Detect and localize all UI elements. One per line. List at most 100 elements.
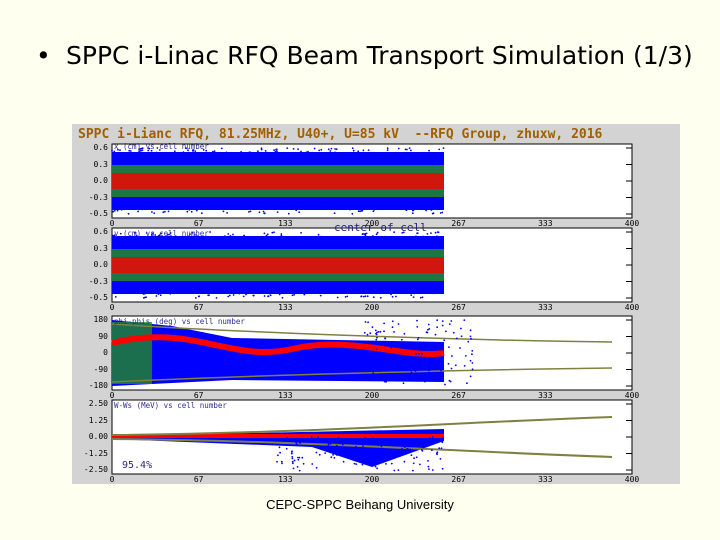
particle-dot [399,207,402,209]
particle-dot [113,150,116,153]
particle-dot [297,236,300,238]
particle-dot [273,149,275,151]
particle-dot [372,291,375,294]
particle-dot [158,234,161,236]
particle-dot [295,209,298,212]
transmission-percent: 95.4% [122,460,153,471]
particle-dot [452,331,455,334]
particle-dot [141,147,144,150]
particle-dot [375,348,378,351]
particle-dot [314,439,317,442]
particle-dot [381,439,384,442]
particle-dot [141,208,143,211]
particle-dot [299,236,301,238]
particle-dot [383,322,385,325]
particle-dot [336,296,339,299]
panel-3 [111,315,633,391]
particle-dot [275,148,278,151]
particle-dot [317,233,320,236]
particle-dot [227,295,230,298]
particle-dot [410,454,413,457]
particle-dot [410,371,413,373]
x-tick-label: 133 [278,219,293,228]
particle-dot [459,347,461,349]
particle-dot [395,295,397,298]
particle-dot [148,147,151,150]
particle-dot [436,235,438,238]
particle-dot [364,295,367,298]
y-tick-label: 0 [103,348,108,357]
particle-dot [369,447,371,450]
particle-dot [363,374,366,376]
particle-dot [397,147,400,150]
simulation-plots [111,143,633,475]
particle-dot [355,236,358,239]
y-tick-label: -0.5 [88,293,108,302]
x-tick-label: 133 [278,303,293,312]
particle-dot [345,291,348,293]
panel-axis-label: y (cm) vs cell number [114,229,209,238]
particle-dot [434,236,436,238]
particle-dot [337,436,340,439]
particle-dot [441,211,444,214]
particle-dot [117,148,119,151]
particle-dot [401,361,404,363]
particle-dot [242,295,245,298]
particle-dot [402,382,405,385]
particle-dot [406,447,409,450]
particle-dot [263,212,266,215]
particle-dot [464,355,467,357]
particle-dot [426,233,429,235]
particle-dot [352,448,354,451]
particle-dot [213,150,216,152]
particle-dot [441,347,444,350]
particle-dot [248,151,251,154]
particle-dot [169,292,172,295]
particle-dot [416,232,419,234]
particle-dot [366,295,369,298]
particle-dot [278,446,281,449]
x-tick-label: 133 [278,391,293,400]
particle-dot [417,336,420,339]
y-tick-label: 1.25 [88,415,108,425]
x-tick-label: 267 [451,475,466,484]
particle-dot [307,150,309,153]
particle-dot [421,296,424,299]
particle-dot [375,338,378,341]
particle-dot [380,445,383,448]
envelope-top [111,416,613,436]
particle-dot [416,291,419,294]
particle-dot [189,207,192,210]
particle-dot [243,234,246,237]
particle-dot [194,297,197,299]
particle-dot [151,211,153,213]
particle-dot [267,236,269,239]
y-tick-label: -0.3 [88,276,108,286]
particle-dot [327,148,330,151]
particle-dot [128,149,131,152]
particle-dot [431,236,433,239]
x-tick-label: 267 [451,303,466,312]
particle-dot [393,469,396,472]
particle-dot [282,438,285,440]
particle-dot [434,231,437,234]
particle-dot [379,376,382,378]
particle-dot [353,438,356,441]
particle-dot [357,150,360,153]
particle-dot [126,292,129,295]
particle-dot [362,149,365,152]
particle-dot [427,323,430,326]
particle-dot [273,207,276,210]
particle-dot [466,382,468,385]
particle-dot [277,292,280,294]
y-tick-label: -0.3 [88,192,108,202]
particle-dot [150,233,153,236]
particle-dot [207,294,210,297]
particle-dot [385,463,387,465]
particle-dot [182,151,185,153]
particle-dot [438,148,441,151]
particle-dot [276,211,279,213]
particle-dot [137,208,140,211]
panel-4 [111,399,633,475]
particle-dot [275,152,278,154]
